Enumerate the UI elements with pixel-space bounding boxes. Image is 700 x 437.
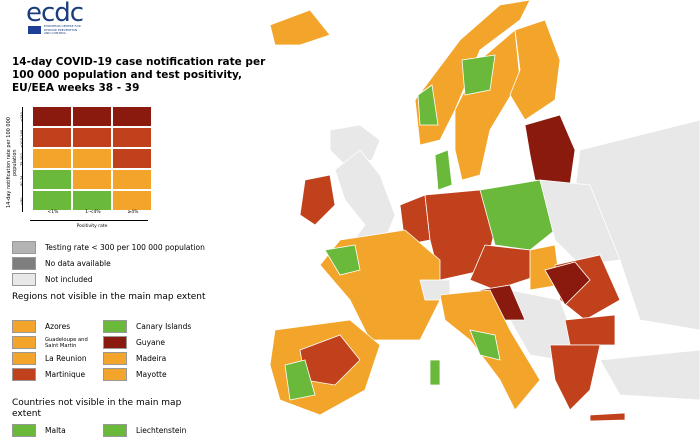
region-norway-green xyxy=(417,84,439,126)
region-turkey xyxy=(599,349,700,401)
region-baltics xyxy=(524,114,576,186)
matrix-cell xyxy=(113,170,151,189)
legend-item: Madeira xyxy=(103,352,166,365)
legend-item: Malta xyxy=(12,424,66,437)
legend-label: No data available xyxy=(45,259,111,268)
region-crete xyxy=(589,412,626,422)
region-sweden xyxy=(454,29,521,181)
x-tick-label: <1% xyxy=(47,210,59,215)
matrix-cell xyxy=(33,149,71,168)
matrix-cell xyxy=(73,191,111,210)
matrix-cell xyxy=(33,128,71,147)
y-tick-label: <50 xyxy=(20,197,24,206)
x-tick-label: ≥4% xyxy=(127,210,139,215)
matrix-cell xyxy=(33,170,71,189)
matrix-cell xyxy=(113,107,151,126)
region-ireland xyxy=(299,174,336,226)
legend-label: La Reunion xyxy=(45,354,87,363)
legend-item: Testing rate < 300 per 100 000 populatio… xyxy=(12,241,205,254)
legend-swatch xyxy=(103,368,127,381)
matrix-cell xyxy=(73,149,111,168)
map-title: 14-day COVID-19 case notification rate p… xyxy=(12,56,266,94)
countries-heading: Countries not visible in the main map ex… xyxy=(12,398,182,419)
logo-text: ecdc xyxy=(26,0,84,28)
y-tick-label: ≥100-149 xyxy=(20,129,24,148)
legend-swatch xyxy=(12,368,36,381)
y-tick-label: 50-74 xyxy=(20,175,24,186)
legend-label: Madeira xyxy=(136,354,167,363)
matrix-x-axis xyxy=(30,220,148,221)
legend-item: Guadeloupe and Saint Martin xyxy=(12,336,100,349)
matrix-y-label: 14-day notification rate per 100 000 pop… xyxy=(6,117,18,209)
legend-label: Guadeloupe and Saint Martin xyxy=(45,336,88,349)
legend-swatch xyxy=(12,352,36,365)
region-czech-austria xyxy=(469,244,541,291)
legend-item: La Reunion xyxy=(12,352,87,365)
region-uk xyxy=(334,149,396,246)
region-denmark xyxy=(434,149,453,191)
legend-swatch xyxy=(12,273,36,286)
legend-swatch xyxy=(103,424,127,437)
legend-label: Not included xyxy=(45,275,93,284)
legend-swatch xyxy=(12,320,36,333)
matrix-x-label: Positivity rate xyxy=(76,224,108,229)
legend-swatch xyxy=(12,241,36,254)
matrix-cell xyxy=(73,107,111,126)
legend-label: Malta xyxy=(45,426,66,435)
legend-item: Azores xyxy=(12,320,70,333)
legend-item: Canary Islands xyxy=(103,320,191,333)
region-spain-green xyxy=(284,359,316,401)
legend-swatch xyxy=(12,424,36,437)
legend-label: Azores xyxy=(45,322,71,331)
regions-heading: Regions not visible in the main map exte… xyxy=(12,292,206,302)
x-tick-label: 1-<4% xyxy=(85,210,101,215)
legend-item: Not included xyxy=(12,273,92,286)
legend-swatch xyxy=(103,320,127,333)
ecdc-logo: ecdc EUROPEAN CENTRE FOR DISEASE PREVENT… xyxy=(26,0,84,35)
y-tick-label: 75-100 xyxy=(20,153,24,166)
matrix-cell xyxy=(113,149,151,168)
region-greenland-nonincluded xyxy=(329,124,381,166)
legend-label: Testing rate < 300 per 100 000 populatio… xyxy=(45,243,205,252)
legend-item: Martinique xyxy=(12,368,85,381)
matrix-cell xyxy=(73,170,111,189)
matrix-y-axis xyxy=(22,107,23,212)
eu-flag-icon xyxy=(28,26,41,34)
matrix-cell xyxy=(113,128,151,147)
matrix-cell xyxy=(33,191,71,210)
legend-swatch xyxy=(12,336,36,349)
matrix-cell xyxy=(33,107,71,126)
legend-item: Liechtenstein xyxy=(103,424,186,437)
matrix-y-ticks: ≥150 ≥100-149 75-100 50-74 <50 xyxy=(20,107,30,212)
legend-label: Guyane xyxy=(136,338,165,347)
region-greece xyxy=(549,344,601,411)
region-finland xyxy=(509,19,561,121)
region-poland xyxy=(479,179,556,251)
legend-swatch xyxy=(12,257,36,270)
matrix-cell xyxy=(73,128,111,147)
matrix-cell xyxy=(113,191,151,210)
legend-item: No data available xyxy=(12,257,111,270)
region-romania-dark xyxy=(544,261,591,306)
matrix-x-ticks: <1% 1-<4% ≥4% xyxy=(33,210,153,215)
legend-item: Guyane xyxy=(103,336,165,349)
region-france-green xyxy=(324,244,361,276)
legend-swatch xyxy=(103,336,127,349)
region-italy-green xyxy=(469,329,501,361)
region-iceland xyxy=(269,9,331,46)
legend-label: Martinique xyxy=(45,370,86,379)
legend-item: Mayotte xyxy=(103,368,167,381)
legend-matrix xyxy=(33,107,151,210)
legend-label: Canary Islands xyxy=(136,322,192,331)
legend-label: Liechtenstein xyxy=(136,426,187,435)
logo-subtitle: EUROPEAN CENTRE FOR DISEASE PREVENTION A… xyxy=(44,24,81,35)
region-norway xyxy=(414,0,531,146)
y-tick-label: ≥150 xyxy=(20,112,24,123)
region-sardinia xyxy=(429,359,441,386)
region-sweden-green xyxy=(461,54,496,96)
legend-label: Mayotte xyxy=(136,370,167,379)
region-bulgaria xyxy=(564,314,616,346)
legend-swatch xyxy=(103,352,127,365)
